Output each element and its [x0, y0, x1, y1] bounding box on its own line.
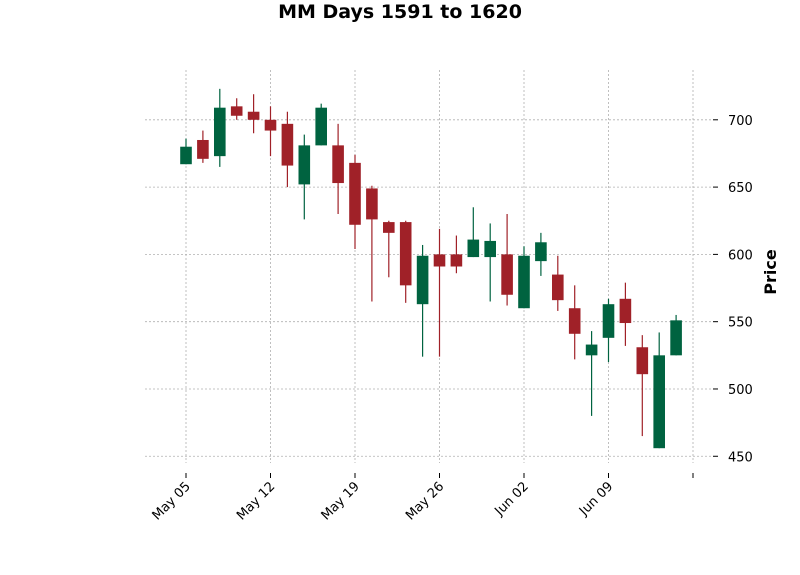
- candle-body: [670, 320, 682, 356]
- candle-body: [450, 254, 463, 267]
- candle-down: [264, 106, 277, 157]
- candle-up: [653, 332, 665, 449]
- candle-body: [602, 304, 615, 338]
- candle-body: [636, 347, 649, 375]
- candle-body: [467, 239, 480, 258]
- candle-down: [552, 255, 564, 311]
- candle-body: [315, 107, 327, 146]
- candle-body: [383, 222, 395, 233]
- y-tick-label: 600: [728, 248, 753, 263]
- candle-down: [450, 235, 463, 274]
- candle-up: [585, 331, 598, 416]
- candle-up: [416, 244, 429, 357]
- candle-up: [214, 88, 226, 167]
- candle-body: [619, 298, 632, 324]
- chart-title: MM Days 1591 to 1620: [278, 1, 522, 23]
- x-tick-label: May 26: [403, 479, 447, 523]
- candle-body: [433, 254, 446, 267]
- candle-up: [484, 223, 496, 302]
- candle-body: [247, 111, 260, 120]
- candle-down: [366, 185, 378, 302]
- x-tick-label: May 19: [319, 479, 363, 523]
- candle-up: [670, 314, 682, 356]
- y-axis-label: Price: [761, 249, 780, 295]
- candle-up: [298, 134, 311, 220]
- candle-body: [585, 344, 598, 356]
- y-tick-label: 650: [728, 181, 753, 196]
- candle-body: [264, 119, 277, 131]
- candle-body: [501, 254, 513, 295]
- candle-body: [281, 123, 294, 166]
- candle-body: [568, 308, 581, 334]
- candle-up: [602, 298, 615, 363]
- y-tick-label: 450: [728, 450, 753, 465]
- candle-body: [518, 255, 530, 309]
- candle-down: [636, 335, 649, 437]
- y-axis: 450 500 550 600 650 700: [713, 114, 753, 465]
- x-tick-label: May 12: [234, 479, 278, 523]
- candle-body: [535, 242, 547, 262]
- candle-down: [247, 94, 260, 134]
- candles: [180, 88, 682, 449]
- x-tick-label: Jun 02: [492, 479, 532, 519]
- candle-up: [518, 246, 530, 309]
- candle-body: [552, 274, 564, 301]
- candle-body: [416, 255, 429, 305]
- candle-body: [484, 240, 496, 258]
- candle-body: [214, 107, 226, 157]
- candle-up: [535, 232, 547, 276]
- candle-down: [332, 123, 344, 215]
- candle-body: [197, 139, 209, 159]
- grid: [145, 70, 713, 463]
- candle-up: [315, 103, 327, 146]
- candle-body: [332, 145, 344, 184]
- candle-down: [501, 214, 513, 306]
- candle-body: [653, 355, 665, 449]
- candle-down: [281, 111, 294, 188]
- candle-body: [180, 146, 192, 165]
- candle-down: [619, 282, 632, 346]
- candle-down: [349, 154, 361, 250]
- y-tick-label: 700: [728, 114, 753, 129]
- candle-body: [399, 222, 412, 286]
- y-tick-label: 500: [728, 383, 753, 398]
- candle-up: [467, 207, 480, 258]
- candle-down: [568, 285, 581, 360]
- candle-body: [298, 145, 311, 185]
- x-axis: May 05 May 12 May 19 May 26 Jun 02 Jun 09: [150, 473, 694, 523]
- candle-up: [180, 138, 192, 165]
- candle-down: [197, 130, 209, 163]
- candle-body: [230, 106, 243, 116]
- candle-down: [230, 98, 243, 120]
- candle-body: [349, 162, 361, 225]
- candle-body: [366, 188, 378, 220]
- x-tick-label: May 05: [150, 479, 194, 523]
- candle-down: [433, 228, 446, 357]
- y-tick-label: 550: [728, 316, 753, 331]
- candle-down: [383, 220, 395, 278]
- candle-down: [399, 220, 412, 303]
- x-tick-label: Jun 09: [576, 479, 616, 519]
